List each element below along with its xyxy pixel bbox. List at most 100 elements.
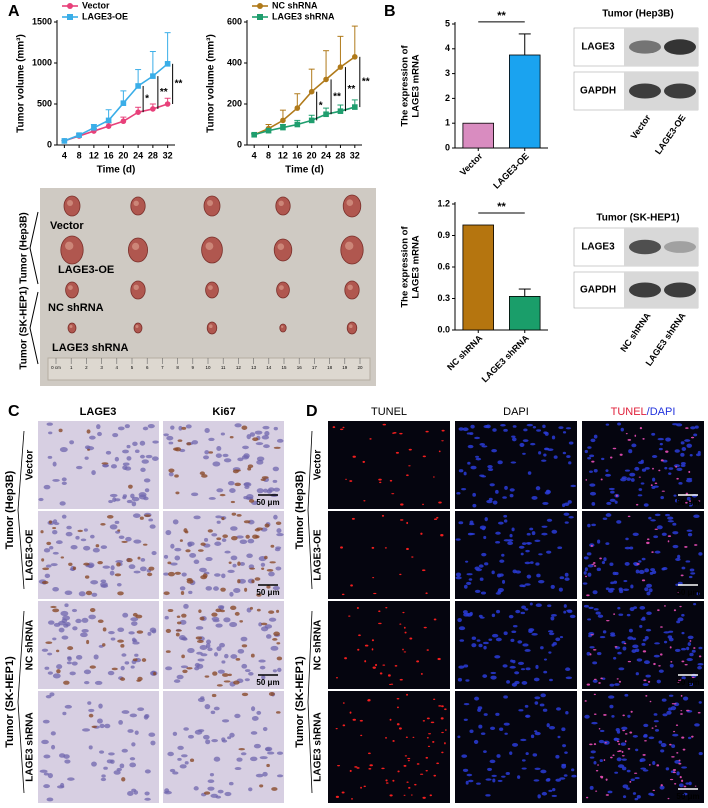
cell (621, 766, 627, 771)
cell (660, 749, 665, 753)
cell (603, 759, 606, 761)
cell (229, 591, 234, 597)
cell (531, 531, 536, 536)
tumor (275, 196, 291, 216)
cell (638, 560, 642, 563)
cell (87, 448, 91, 451)
cell (521, 681, 528, 685)
cell (47, 652, 53, 656)
brace (29, 211, 39, 285)
cell (260, 478, 266, 482)
cell (220, 587, 226, 592)
cell (405, 474, 409, 477)
cell (511, 435, 516, 438)
cell (586, 651, 591, 656)
cell (71, 661, 78, 666)
ruler-label: 16 (297, 365, 303, 370)
cell (676, 620, 681, 624)
cell (491, 613, 496, 618)
cell (629, 607, 635, 612)
cell (139, 440, 146, 446)
cell (681, 660, 685, 663)
cell (671, 703, 675, 705)
cell (114, 520, 120, 524)
cell (509, 665, 516, 669)
cell (656, 764, 660, 767)
cell (410, 794, 413, 796)
point (323, 111, 329, 118)
cell (648, 588, 653, 593)
cell (562, 451, 567, 455)
cell (495, 592, 501, 595)
cell (473, 739, 479, 744)
cell (262, 771, 268, 777)
cell (58, 627, 65, 633)
cell (627, 748, 631, 750)
cell (215, 623, 223, 628)
cell (100, 545, 108, 550)
cell (653, 662, 656, 666)
cell (240, 636, 248, 642)
cell (262, 425, 270, 430)
y-axis-label: LAGE3 mRNA (411, 235, 422, 298)
cell (474, 696, 480, 701)
cell (130, 665, 135, 669)
cell (600, 677, 603, 680)
cell (697, 450, 701, 455)
cell (693, 647, 696, 649)
cell (630, 710, 633, 713)
cell (694, 723, 700, 727)
cell (149, 524, 156, 529)
cell (364, 644, 369, 647)
cell (372, 666, 376, 669)
cell (396, 723, 400, 726)
cell (106, 759, 113, 764)
cell (243, 482, 250, 486)
cell (228, 781, 234, 786)
cell (463, 584, 468, 589)
cell (480, 591, 487, 595)
cell (268, 691, 275, 697)
cell (603, 713, 607, 716)
cell (691, 676, 695, 679)
cell (553, 455, 558, 459)
cell (131, 742, 136, 747)
x-axis-label: Time (d) (97, 165, 136, 176)
cell (52, 637, 57, 641)
cell (215, 795, 222, 799)
cell (216, 684, 223, 687)
cell (483, 713, 488, 716)
cell (60, 556, 65, 559)
cell (632, 644, 639, 649)
tumor-highlight (133, 284, 139, 290)
cell (661, 567, 666, 571)
cell (469, 532, 476, 536)
point (308, 117, 315, 124)
cell (220, 432, 225, 436)
cell (621, 755, 625, 757)
cell (542, 708, 548, 712)
cell (462, 768, 469, 772)
cell (679, 605, 682, 608)
cell (163, 591, 170, 596)
cell (526, 532, 531, 536)
cell (512, 659, 516, 664)
tumor (273, 238, 293, 262)
cell (489, 759, 496, 764)
cell (118, 720, 123, 725)
cell (605, 542, 610, 546)
cell (672, 531, 679, 535)
x-tick-label: 28 (148, 150, 158, 160)
cell (673, 703, 677, 705)
cell (429, 794, 433, 797)
cell (627, 636, 634, 640)
ruler-label: 1 (70, 365, 73, 370)
cell (551, 614, 557, 617)
cell (684, 439, 691, 442)
cell (496, 609, 501, 614)
cell (258, 622, 263, 627)
cell (111, 667, 118, 671)
cell (216, 520, 221, 524)
cell (98, 703, 103, 709)
point (135, 83, 141, 89)
